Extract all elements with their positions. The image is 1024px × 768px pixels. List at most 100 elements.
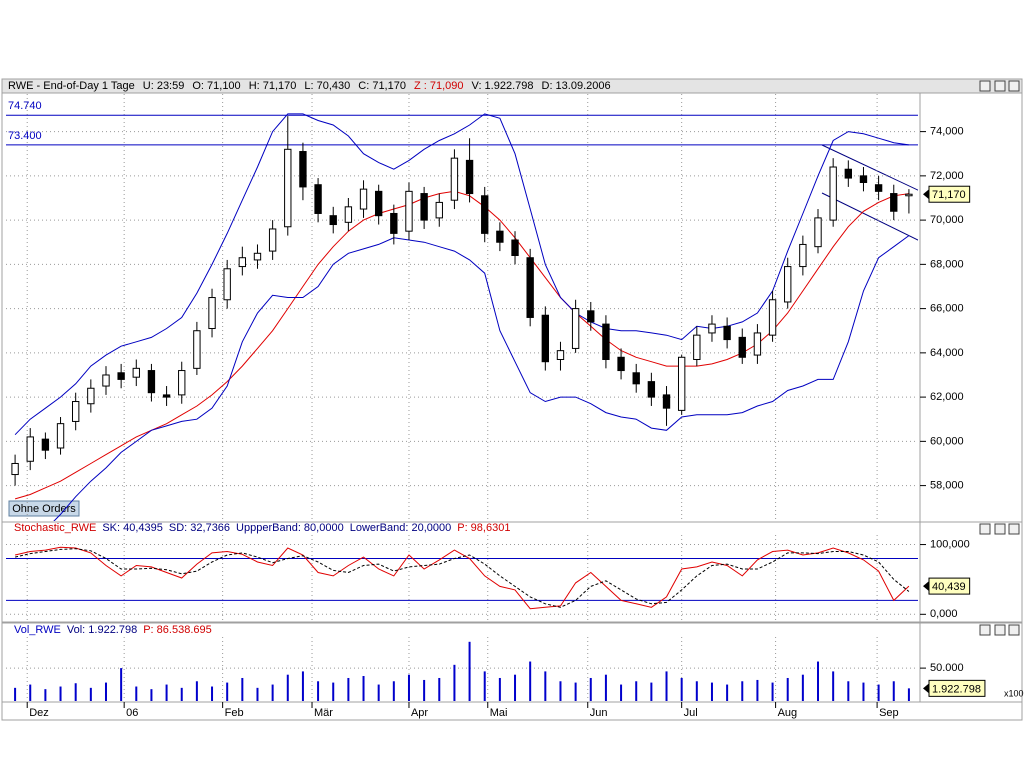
x-tick-label: Aug [778, 707, 798, 719]
volume-bar [256, 687, 259, 701]
y-tick-label: 68,000 [930, 258, 964, 270]
indicator-field: Stochastic_RWE [14, 522, 96, 534]
candle-body [102, 374, 110, 387]
volume-bar [498, 677, 501, 701]
volume-bar [195, 681, 198, 701]
volume-bar [801, 674, 804, 701]
last-value-tag: 40,439 [923, 577, 971, 595]
candle-body [41, 438, 50, 451]
candle-body [268, 228, 277, 252]
tag-arrow [923, 189, 929, 200]
level-label: 73.400 [8, 130, 42, 142]
close-button[interactable] [1008, 523, 1020, 535]
candle-body [874, 184, 883, 192]
indicator-line [14, 113, 909, 436]
trend-channel [821, 144, 918, 241]
y-tick-label: 64,000 [930, 347, 964, 359]
plot-area [6, 94, 918, 521]
candle-body [859, 175, 868, 183]
candle-body [450, 157, 459, 201]
minimize-button[interactable] [979, 523, 991, 535]
y-tick-label: 66,000 [930, 303, 964, 315]
volume-bar [347, 677, 350, 701]
volume-bar [574, 682, 577, 701]
candle-body [465, 159, 474, 195]
minimize-button[interactable] [979, 80, 991, 92]
volume-bar [241, 677, 244, 701]
trend-line [821, 192, 918, 241]
candle-body [496, 230, 504, 243]
volume-bar [907, 688, 910, 701]
volume-bar [104, 682, 107, 701]
maximize-button[interactable] [994, 624, 1006, 636]
close-button[interactable] [1008, 624, 1020, 636]
volume-bar [165, 684, 168, 701]
indicator-field: SD: 32,7366 [169, 522, 230, 534]
volume-bar [756, 679, 759, 701]
header-field: RWE - End-of-Day 1 Tage [8, 80, 135, 92]
volume-bar [407, 674, 410, 701]
candle-body [890, 193, 898, 212]
volume-bar [847, 681, 850, 701]
header-field: O: 71,100 [192, 80, 240, 92]
volume-panel [1, 622, 1023, 703]
x-tick-label: Sep [879, 707, 899, 719]
last-value-tag: 71,170 [923, 185, 971, 203]
last-value: 71,170 [932, 189, 966, 201]
header-field: V: 1.922.798 [472, 80, 534, 92]
minimize-button[interactable] [979, 624, 991, 636]
maximize-button[interactable] [994, 523, 1006, 535]
x-tick-label: Jul [684, 707, 698, 719]
orders-button[interactable] [8, 500, 80, 517]
maximize-button[interactable] [994, 80, 1006, 92]
indicator-field: UppperBand: 80,0000 [236, 522, 344, 534]
y-tick-label: 62,000 [930, 391, 964, 403]
candle-body [617, 356, 625, 372]
candle-body [405, 190, 413, 232]
volume-bar [741, 681, 744, 701]
volume-bar [89, 687, 92, 701]
volume-bar [604, 674, 607, 701]
stochastic-panel [1, 521, 1023, 623]
candle-body [344, 206, 353, 223]
candle-body [632, 372, 640, 385]
close-button[interactable] [1008, 80, 1020, 92]
candle-body [314, 184, 322, 214]
candle-body [420, 193, 428, 221]
volume-bar [286, 674, 289, 701]
candle-body [662, 394, 671, 409]
volume-bar [877, 684, 880, 701]
volume-bar [74, 683, 77, 701]
volume-bar [832, 671, 835, 701]
indicator-line [53, 235, 910, 521]
volume-bar [453, 664, 456, 701]
volume-bar [44, 689, 47, 701]
volume-bar [559, 681, 562, 701]
y-tick-label: 50.000 [930, 662, 964, 674]
volume-bar [635, 681, 638, 701]
x-tick-label: Mai [490, 707, 508, 719]
window-buttons[interactable] [979, 80, 1020, 636]
y-tick-label: 74,000 [930, 126, 964, 138]
orders-button-label[interactable]: Ohne Orders [12, 503, 76, 515]
main-panel [1, 92, 1023, 523]
last-value: 1.922.798 [932, 683, 981, 695]
tag-arrow [923, 581, 929, 592]
candle-body [162, 394, 171, 398]
candle-body [11, 462, 19, 476]
candle-body [571, 308, 580, 349]
volume-bar [29, 684, 32, 701]
volume-bar [650, 682, 653, 701]
volume-bar [544, 671, 547, 701]
candle-body [799, 243, 807, 268]
candle-body [526, 257, 534, 318]
candle-body [299, 151, 307, 188]
y-tick-label: 70,000 [930, 214, 964, 226]
candle-body [693, 334, 701, 360]
y-tick-label: 60,000 [930, 435, 964, 447]
candle-body [329, 215, 337, 226]
volume-bar [589, 677, 592, 701]
indicator-field: LowerBand: 20,0000 [350, 522, 452, 534]
volume-bar [620, 684, 623, 701]
candle-body [556, 350, 565, 360]
